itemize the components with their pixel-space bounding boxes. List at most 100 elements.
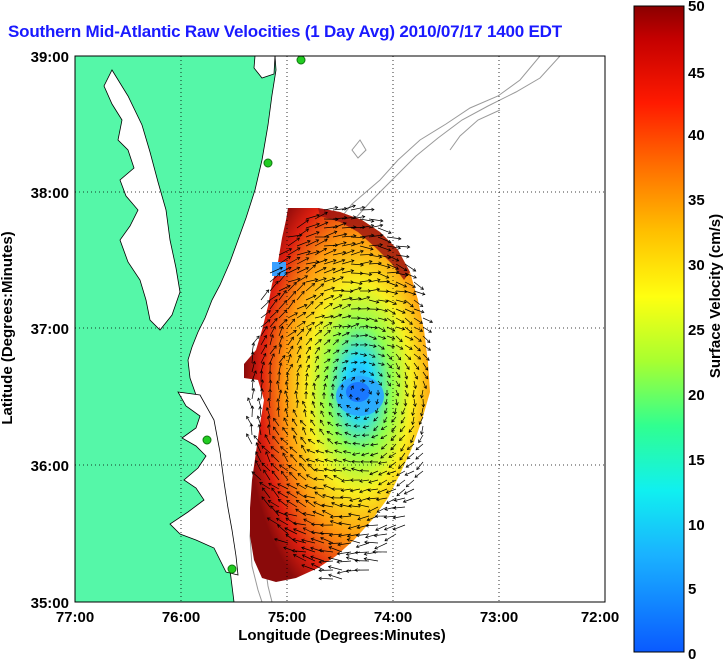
velocity-arrow <box>314 375 320 382</box>
velocity-arrow <box>296 381 299 391</box>
velocity-arrow <box>284 512 298 517</box>
velocity-arrowhead <box>419 320 423 324</box>
velocity-arrowhead <box>306 355 311 359</box>
velocity-arrowhead <box>338 515 343 519</box>
velocity-arrowhead <box>291 318 296 323</box>
velocity-arrowhead <box>308 327 312 332</box>
velocity-arrow <box>341 216 356 220</box>
velocity-arrowhead <box>323 277 327 281</box>
velocity-arrowhead <box>364 333 369 338</box>
y-tick-label: 36:00 <box>31 458 69 475</box>
velocity-arrowhead <box>391 320 396 324</box>
velocity-arrowhead <box>278 389 283 394</box>
velocity-arrow <box>359 353 367 356</box>
velocity-arrowhead <box>303 304 308 308</box>
velocity-arrow <box>332 242 347 247</box>
velocity-arrowhead <box>337 533 342 538</box>
velocity-arrow <box>339 515 352 518</box>
velocity-arrowhead <box>326 358 331 362</box>
velocity-arrowhead <box>324 211 328 216</box>
velocity-arrow <box>305 355 310 364</box>
velocity-arrowhead <box>341 288 345 293</box>
velocity-arrow <box>295 391 298 400</box>
velocity-arrow <box>299 454 307 463</box>
velocity-arrow <box>377 263 391 268</box>
velocity-arrow <box>287 312 298 319</box>
velocity-arrow <box>314 259 328 265</box>
velocity-arrow <box>377 281 390 283</box>
velocity-arrow <box>268 500 280 508</box>
velocity-arrow <box>404 299 414 308</box>
velocity-arrowhead <box>345 556 350 560</box>
velocity-arrowhead <box>305 266 310 271</box>
velocity-arrow <box>318 569 334 571</box>
velocity-arrowhead <box>305 219 310 223</box>
velocity-arrowhead <box>310 530 315 535</box>
velocity-arrowhead <box>420 286 424 290</box>
velocity-arrow <box>251 471 262 481</box>
velocity-arrowhead <box>307 240 311 244</box>
velocity-arrow <box>384 407 388 414</box>
velocity-arrow <box>404 308 415 314</box>
velocity-arrow <box>370 443 379 446</box>
velocity-arrow <box>282 427 289 436</box>
velocity-arrowhead <box>342 250 347 255</box>
velocity-arrow <box>314 239 328 247</box>
velocity-arrowhead <box>342 467 346 471</box>
velocity-arrowhead <box>291 427 295 431</box>
velocity-arrowhead <box>413 403 417 407</box>
velocity-arrow <box>291 427 298 436</box>
velocity-arrowhead <box>404 472 409 476</box>
velocity-arrowhead <box>411 310 415 314</box>
velocity-arrow <box>376 506 388 513</box>
velocity-arrowhead <box>324 449 329 454</box>
velocity-arrowhead <box>273 345 277 349</box>
velocity-arrow <box>325 450 334 454</box>
velocity-arrow <box>296 291 305 301</box>
velocity-arrowhead <box>327 349 331 353</box>
velocity-arrow <box>305 328 312 337</box>
velocity-arrow <box>305 250 320 256</box>
velocity-arrow <box>323 249 337 256</box>
velocity-arrowhead <box>332 468 337 473</box>
velocity-arrowhead <box>271 487 275 492</box>
velocity-arrow <box>368 335 377 340</box>
velocity-arrow <box>323 358 331 364</box>
velocity-arrowhead <box>319 321 324 325</box>
velocity-arrowhead <box>302 312 307 316</box>
velocity-arrowhead <box>249 423 254 427</box>
velocity-arrow <box>323 295 334 301</box>
velocity-arrowhead <box>333 230 338 235</box>
velocity-arrow <box>400 416 406 424</box>
velocity-arrow <box>343 450 352 454</box>
velocity-arrowhead <box>350 269 355 273</box>
velocity-arrowhead <box>314 458 319 463</box>
velocity-arrow <box>302 401 307 409</box>
velocity-arrow <box>321 504 334 508</box>
velocity-arrow <box>414 470 424 478</box>
velocity-arrowhead <box>375 527 379 531</box>
velocity-arrow <box>287 247 301 256</box>
velocity-arrow <box>305 223 320 229</box>
velocity-arrowhead <box>350 385 354 389</box>
velocity-arrowhead <box>395 402 399 406</box>
velocity-arrowhead <box>261 462 265 466</box>
velocity-arrow <box>370 452 379 456</box>
velocity-arrowhead <box>363 557 368 561</box>
velocity-arrow <box>341 315 351 319</box>
velocity-arrowhead <box>415 456 419 460</box>
velocity-arrow <box>290 454 298 463</box>
velocity-arrowhead <box>361 452 365 457</box>
velocity-arrowhead <box>376 287 381 292</box>
velocity-arrow <box>278 285 291 292</box>
velocity-arrowhead <box>285 398 289 403</box>
velocity-arrow <box>348 524 361 529</box>
velocity-arrowhead <box>384 401 389 406</box>
velocity-arrowhead <box>276 407 281 411</box>
colorbar-tick: 30 <box>688 257 705 274</box>
velocity-arrow <box>350 206 365 211</box>
velocity-arrow <box>377 308 388 312</box>
velocity-arrow <box>287 345 294 355</box>
velocity-arrowhead <box>392 506 397 510</box>
velocity-arrow <box>350 298 362 301</box>
